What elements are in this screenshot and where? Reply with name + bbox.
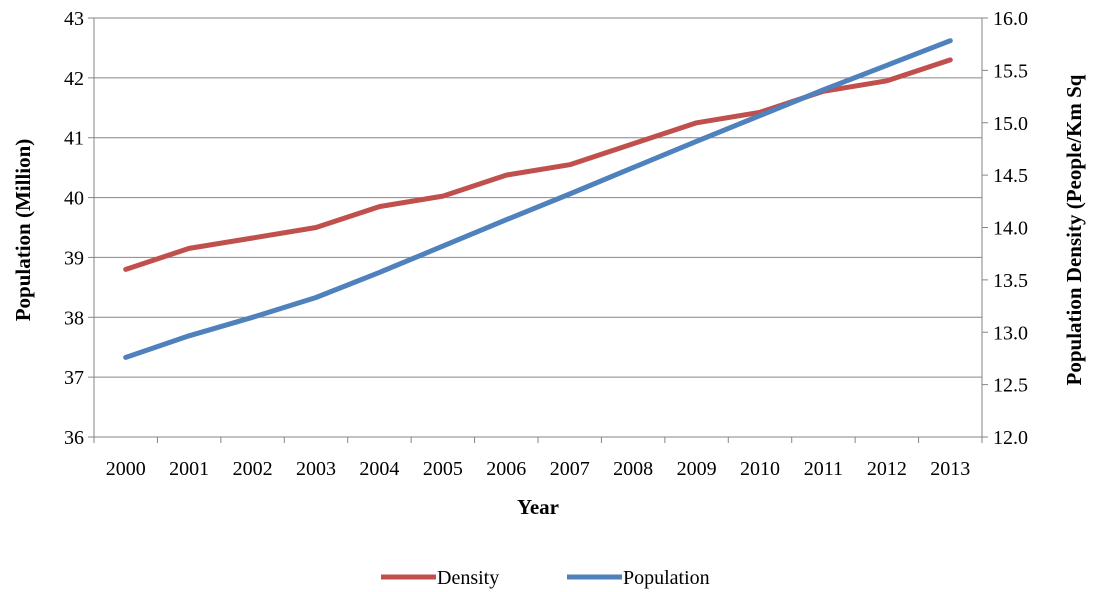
- right-axis-ticks: 12.0 12.5 13.0 13.5 14.0 14.5 15.0 15.5 16.0: [982, 8, 1028, 449]
- x-tick-label: 2013: [930, 458, 970, 480]
- x-tick-label: 2008: [613, 458, 653, 480]
- right-tick-label: 15.0: [993, 113, 1028, 135]
- right-tick-label: 15.5: [993, 60, 1028, 82]
- left-tick-label: 41: [64, 128, 84, 150]
- right-tick-label: 14.5: [993, 165, 1028, 187]
- x-tick-label: 2005: [423, 458, 463, 480]
- x-tick-label: 2004: [359, 458, 399, 480]
- left-tick-label: 43: [64, 8, 84, 30]
- x-tick-label: 2011: [804, 458, 843, 480]
- x-tick-label: 2000: [106, 458, 146, 480]
- x-tick-label: 2010: [740, 458, 780, 480]
- x-tick-label: 2009: [677, 458, 717, 480]
- x-tick-label: 2003: [296, 458, 336, 480]
- left-tick-label: 38: [64, 307, 84, 329]
- left-tick-label: 36: [64, 427, 84, 449]
- x-tick-label: 2007: [550, 458, 590, 480]
- x-tick-label: 2001: [169, 458, 209, 480]
- right-tick-label: 13.5: [993, 270, 1028, 292]
- left-axis-ticks: 36 37 38 39 40 41 42 43: [64, 8, 94, 449]
- left-tick-label: 37: [64, 367, 84, 389]
- right-tick-label: 12.5: [993, 375, 1028, 397]
- series-lines: [123, 38, 953, 360]
- left-tick-label: 39: [64, 247, 84, 269]
- x-tick-label: 2006: [486, 458, 526, 480]
- x-tick-label: 2002: [233, 458, 273, 480]
- left-axis-title: Population (Million): [11, 139, 35, 322]
- legend-label-density: Density: [437, 567, 499, 589]
- legend-label-population: Population: [623, 567, 710, 589]
- x-axis-title: Year: [517, 495, 559, 519]
- series-line-population: [123, 38, 953, 360]
- right-tick-label: 16.0: [993, 8, 1028, 30]
- left-tick-label: 42: [64, 68, 84, 90]
- right-tick-label: 12.0: [993, 427, 1028, 449]
- gridlines: [94, 17, 982, 378]
- right-tick-label: 13.0: [993, 322, 1028, 344]
- right-tick-label: 14.0: [993, 218, 1028, 240]
- x-axis-ticks: 2000 2001 2002 2003 2004 2005 2006 2007 2008 2009…: [93, 437, 983, 480]
- legend: Density Population: [381, 567, 710, 589]
- right-axis-title: Population Density (People/Km Sq: [1062, 74, 1086, 385]
- left-tick-label: 40: [64, 188, 84, 210]
- series-line-density: [123, 57, 953, 272]
- x-tick-label: 2012: [867, 458, 907, 480]
